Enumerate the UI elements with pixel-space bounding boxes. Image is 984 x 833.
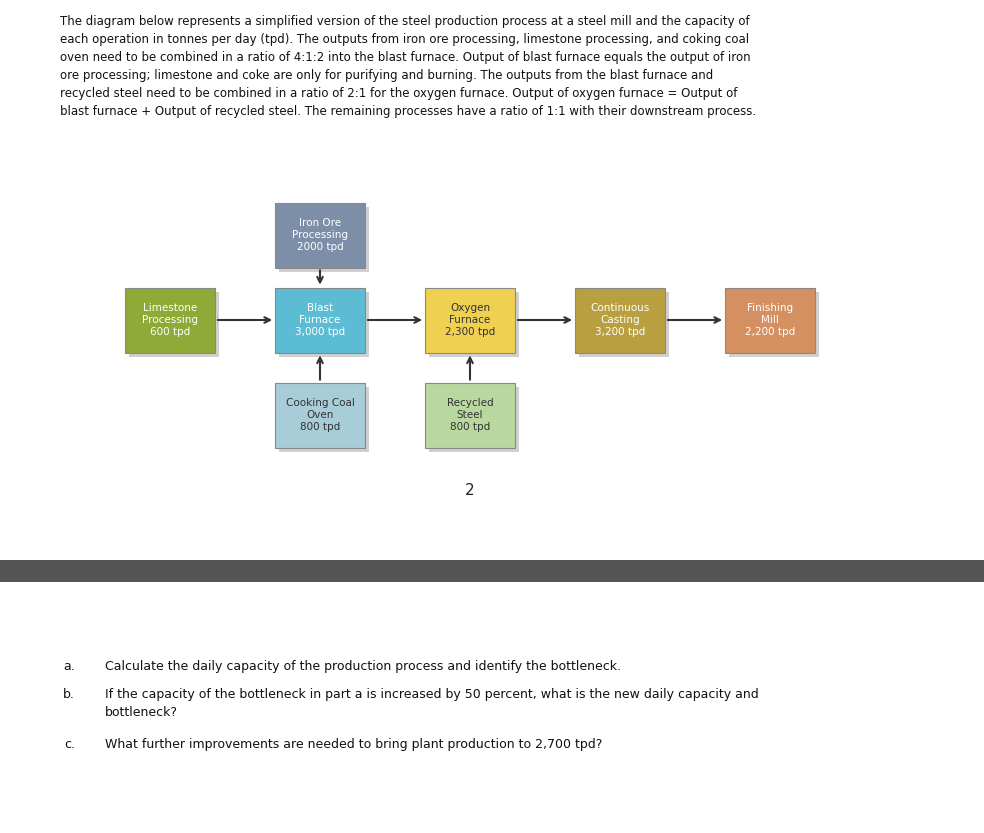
Bar (0, 560, 984, 582)
Bar (279, 387, 369, 451)
Text: Recycled
Steel
800 tpd: Recycled Steel 800 tpd (447, 398, 493, 431)
Text: If the capacity of the bottleneck in part a is increased by 50 percent, what is : If the capacity of the bottleneck in par… (105, 688, 759, 719)
Bar (125, 287, 215, 352)
Bar (579, 292, 669, 357)
Bar (729, 292, 819, 357)
Bar (425, 287, 515, 352)
Text: Continuous
Casting
3,200 tpd: Continuous Casting 3,200 tpd (590, 303, 649, 337)
Bar (425, 382, 515, 447)
Bar (279, 207, 369, 272)
Text: a.: a. (63, 660, 75, 673)
Bar (429, 387, 519, 451)
Text: b.: b. (63, 688, 75, 701)
Text: Iron Ore
Processing
2000 tpd: Iron Ore Processing 2000 tpd (292, 218, 348, 252)
Bar (275, 382, 365, 447)
Text: Calculate the daily capacity of the production process and identify the bottlene: Calculate the daily capacity of the prod… (105, 660, 621, 673)
Bar (275, 202, 365, 267)
Text: The diagram below represents a simplified version of the steel production proces: The diagram below represents a simplifie… (60, 15, 756, 118)
Bar (575, 287, 665, 352)
Bar (429, 292, 519, 357)
Bar (725, 287, 815, 352)
Text: Limestone
Processing
600 tpd: Limestone Processing 600 tpd (142, 303, 198, 337)
Bar (279, 292, 369, 357)
Text: c.: c. (64, 738, 75, 751)
Text: What further improvements are needed to bring plant production to 2,700 tpd?: What further improvements are needed to … (105, 738, 602, 751)
Bar (129, 292, 219, 357)
Text: Finishing
Mill
2,200 tpd: Finishing Mill 2,200 tpd (745, 303, 795, 337)
Text: Oxygen
Furnace
2,300 tpd: Oxygen Furnace 2,300 tpd (445, 303, 495, 337)
Text: Blast
Furnace
3,000 tpd: Blast Furnace 3,000 tpd (295, 303, 345, 337)
Bar (275, 287, 365, 352)
Text: 2: 2 (465, 482, 475, 497)
Text: Cooking Coal
Oven
800 tpd: Cooking Coal Oven 800 tpd (285, 398, 354, 431)
